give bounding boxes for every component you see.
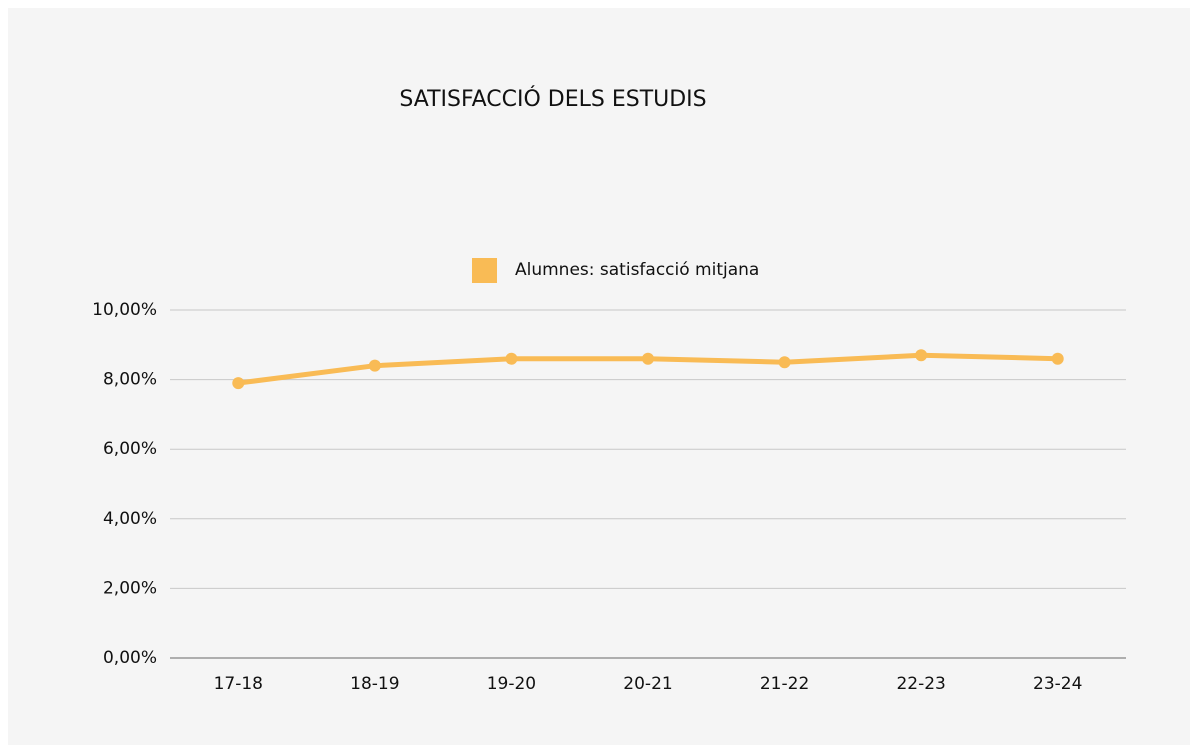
y-tick-label: 4,00% <box>103 509 157 529</box>
point <box>1051 352 1064 365</box>
point <box>368 359 381 372</box>
chart-title: SATISFACCIÓ DELS ESTUDIS <box>399 86 706 112</box>
y-tick-label: 8,00% <box>103 370 157 390</box>
x-tick-label: 23-24 <box>1033 674 1082 694</box>
x-tick-label: 20-21 <box>623 674 672 694</box>
x-tick-label: 17-18 <box>214 674 263 694</box>
legend-label: Alumnes: satisfacció mitjana <box>515 260 759 280</box>
chart-background <box>8 8 1190 745</box>
y-tick-label: 10,00% <box>92 300 157 320</box>
point <box>915 349 928 362</box>
x-tick-label: 21-22 <box>760 674 809 694</box>
y-tick-label: 6,00% <box>103 439 157 459</box>
x-tick-label: 19-20 <box>487 674 536 694</box>
legend-swatch <box>472 258 497 283</box>
x-tick-label: 22-23 <box>896 674 945 694</box>
y-tick-label: 2,00% <box>103 578 157 598</box>
y-tick-label: 0,00% <box>103 648 157 668</box>
point <box>642 352 654 365</box>
point <box>232 377 245 390</box>
x-tick-label: 18-19 <box>350 674 399 694</box>
point <box>505 352 518 365</box>
point <box>778 356 791 369</box>
